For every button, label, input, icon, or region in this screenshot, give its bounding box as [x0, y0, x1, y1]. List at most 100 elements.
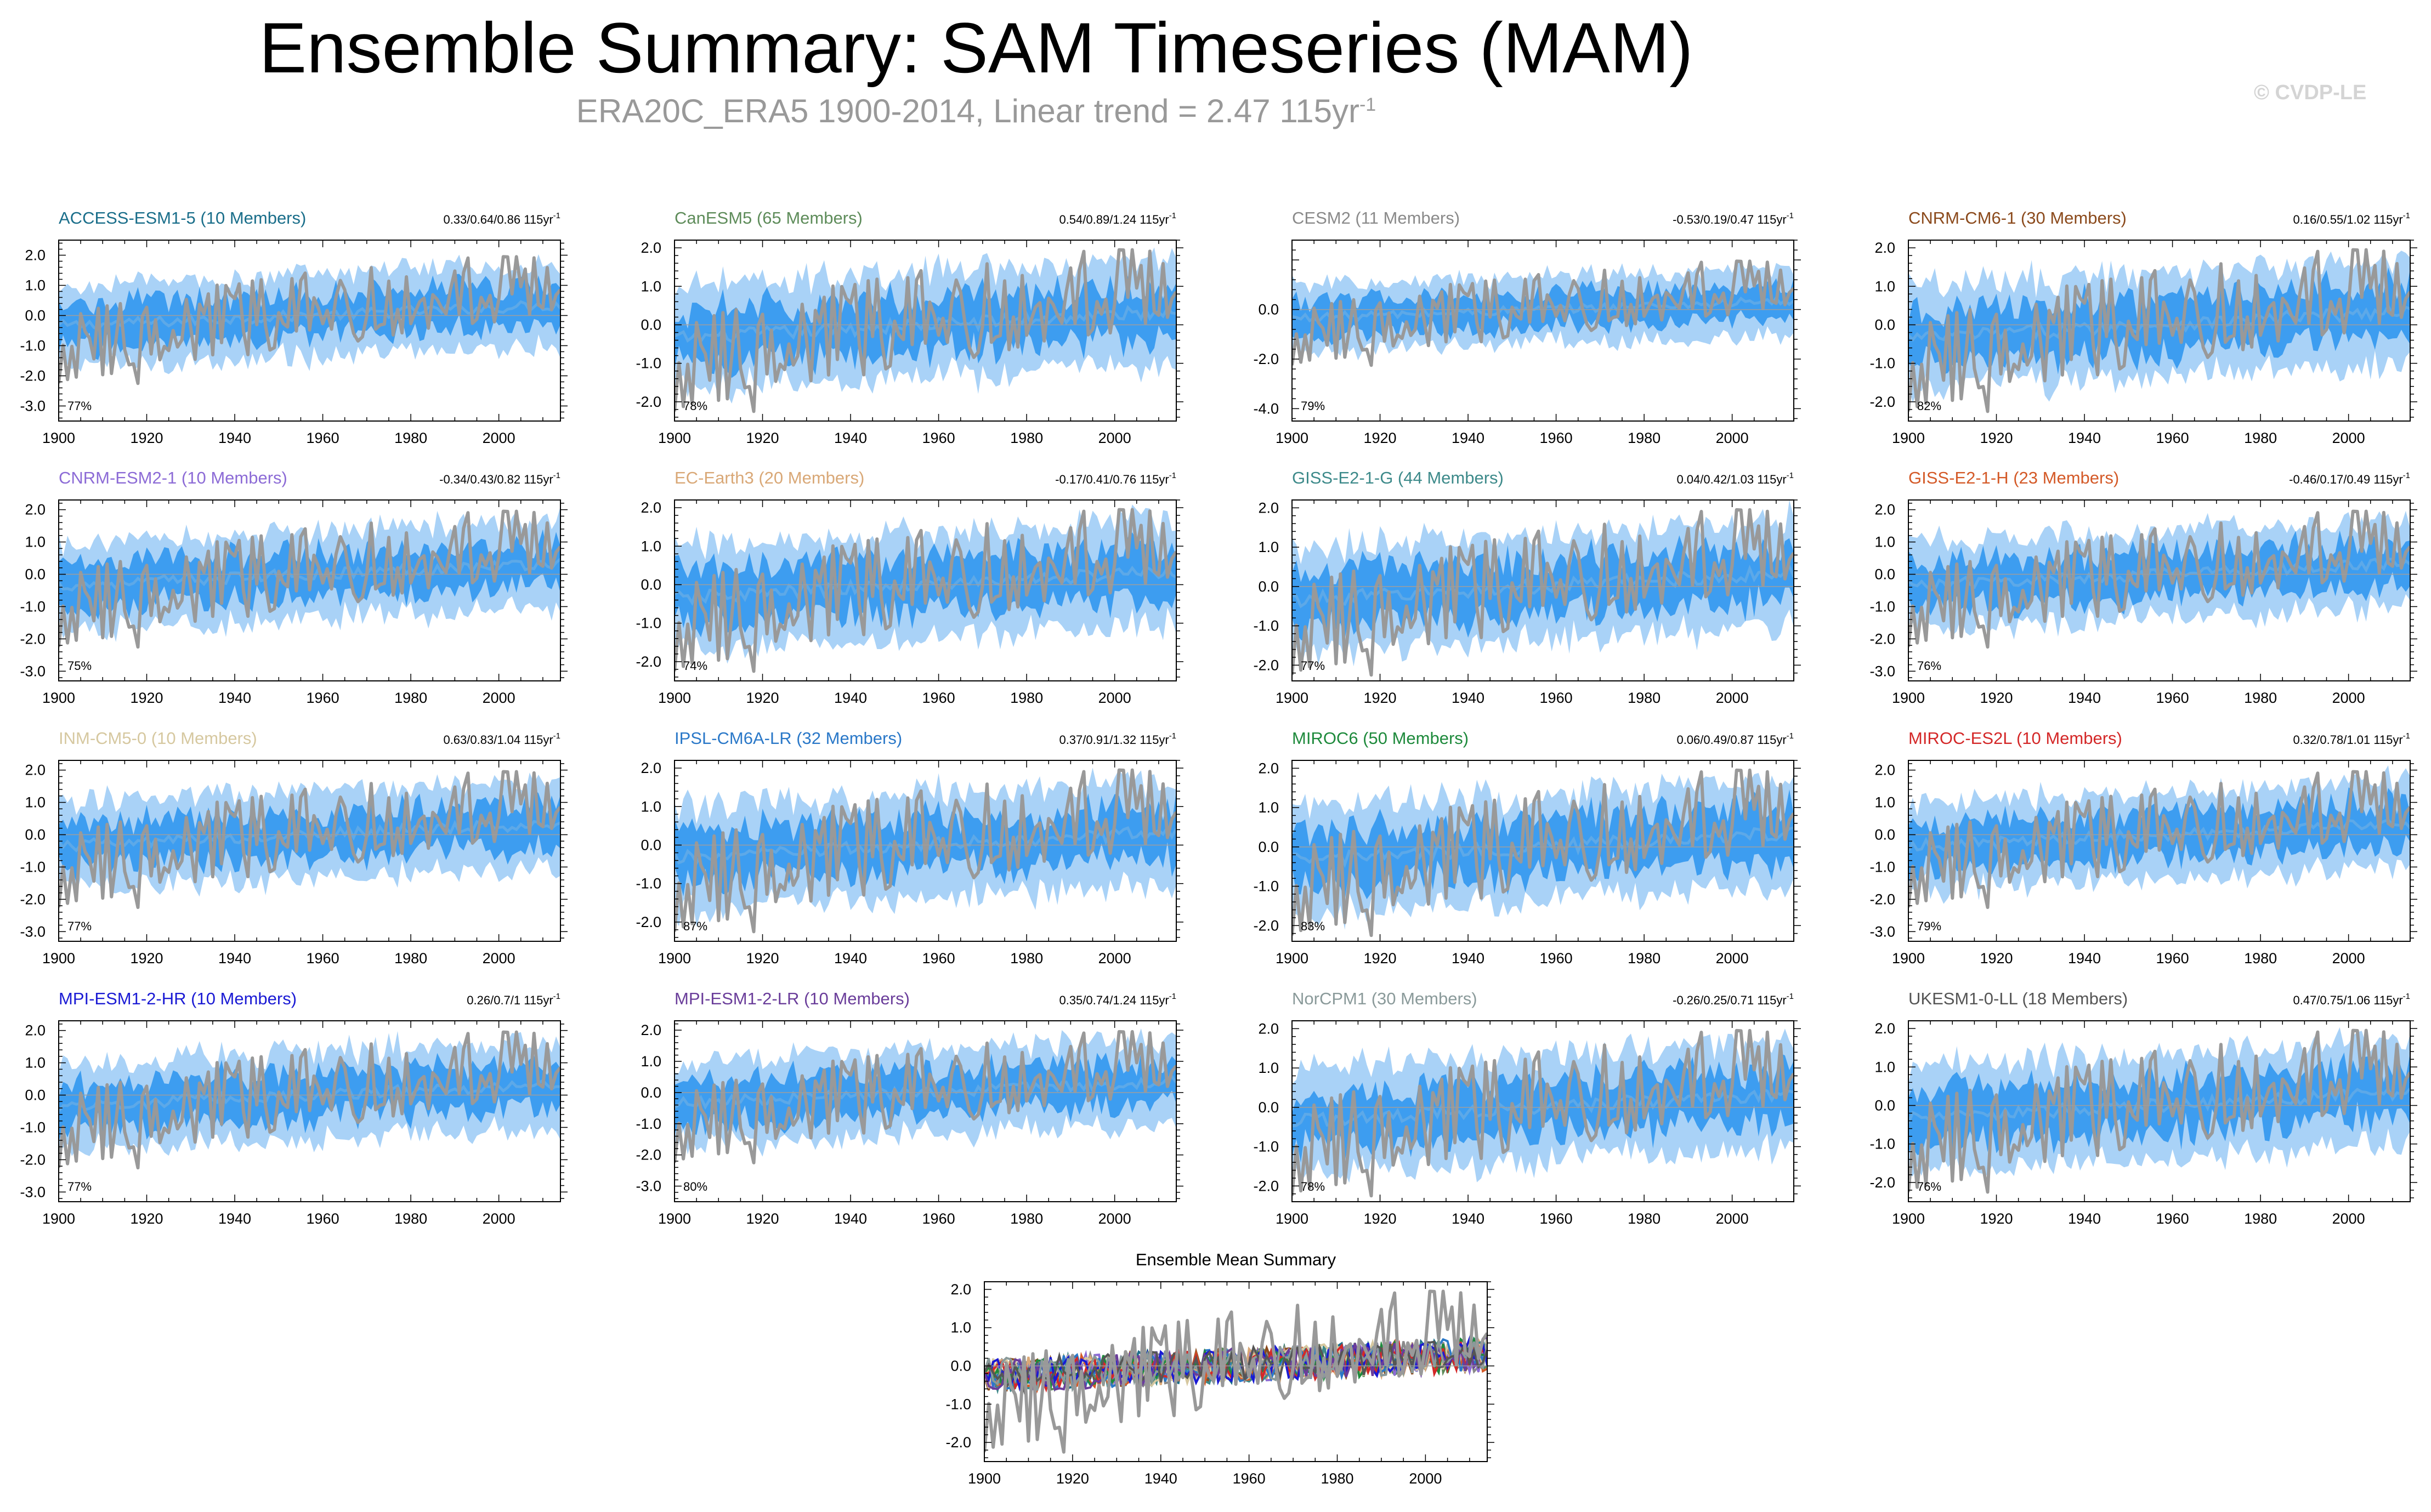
- y-tick-label: 2.0: [641, 1022, 661, 1038]
- x-tick-label: 1940: [834, 690, 867, 706]
- y-tick-label: 1.0: [641, 278, 661, 294]
- x-tick-label: 1940: [218, 690, 251, 706]
- observed-line: [1908, 1028, 2410, 1194]
- y-tick-label: -2.0: [1253, 1178, 1279, 1194]
- observed-line: [984, 1289, 1487, 1454]
- panel-9: 1900 1920 1940 1960 1980 2000 2.0 1.0 0.0 -1.0 -2.…: [636, 729, 1183, 967]
- y-tick-label: -1.0: [20, 338, 46, 354]
- y-tick-label: 1.0: [1258, 799, 1279, 816]
- y-tick-label: -1.0: [636, 615, 661, 632]
- x-tick-label: 1900: [42, 430, 75, 446]
- x-tick-label: 1980: [1628, 430, 1661, 446]
- x-tick-label: 1980: [1010, 430, 1043, 446]
- trend-stats: -0.17/0.41/0.76 115yr-1: [1055, 471, 1176, 486]
- x-tick-label: 1940: [834, 950, 867, 967]
- x-tick-label: 1920: [746, 1210, 779, 1227]
- observed-line: [59, 255, 560, 385]
- y-tick-label: -3.0: [636, 1178, 661, 1195]
- y-tick-label: -4.0: [1253, 400, 1279, 417]
- y-tick-label: -1.0: [636, 876, 661, 892]
- x-tick-label: 1940: [834, 1210, 867, 1227]
- y-tick-label: 1.0: [641, 798, 661, 815]
- trend-stats: 0.26/0.7/1 115yr-1: [467, 992, 560, 1007]
- x-tick-label: 1940: [218, 950, 251, 967]
- x-tick-label: 1940: [218, 1210, 251, 1227]
- observed-line: [1292, 508, 1794, 677]
- observed-line: [675, 248, 1176, 413]
- x-tick-label: 1980: [1010, 1210, 1043, 1227]
- panel-3: 1900 1920 1940 1960 1980 2000 2.0 1.0 0.0 -1.0 -2.…: [1869, 208, 2417, 446]
- observed-line: [675, 508, 1176, 673]
- panel-6: 1900 1920 1940 1960 1980 2000 2.0 1.0 0.0 -1.0 -2.…: [1253, 468, 1801, 706]
- plot-frame: [1291, 760, 1794, 942]
- plot-frame: [674, 760, 1177, 942]
- trend-stats: 0.04/0.42/1.03 115yr-1: [1676, 471, 1794, 486]
- x-tick-label: 2000: [2332, 950, 2365, 967]
- x-tick-label: 1980: [2244, 950, 2277, 967]
- x-tick-label: 1920: [130, 1210, 163, 1227]
- percent-label: 83%: [1301, 919, 1325, 933]
- trend-stats-exponent: -1: [1787, 992, 1794, 1001]
- y-tick-label: 0.0: [1874, 566, 1895, 583]
- y-tick-label: -1.0: [1869, 859, 1895, 875]
- x-tick-label: 1960: [307, 430, 339, 446]
- y-tick-label: 1.0: [641, 1053, 661, 1070]
- trend-stats: 0.47/0.75/1.06 115yr-1: [2293, 992, 2410, 1007]
- plot-frame: [984, 1281, 1488, 1462]
- trend-stats: -0.34/0.43/0.82 115yr-1: [439, 471, 560, 486]
- observed-line: [1908, 248, 2410, 413]
- x-tick-label: 1960: [922, 1210, 955, 1227]
- y-tick-label: -2.0: [20, 891, 46, 907]
- x-tick-label: 1900: [42, 950, 75, 967]
- y-tick-label: 1.0: [1874, 278, 1895, 294]
- y-tick-label: 0.0: [25, 1087, 46, 1104]
- x-tick-label: 1980: [2244, 690, 2277, 706]
- x-tick-label: 1920: [1363, 950, 1396, 967]
- percent-label: 76%: [1917, 659, 1941, 673]
- y-tick-label: 2.0: [1874, 1020, 1895, 1037]
- trend-stats-exponent: -1: [1169, 992, 1176, 1001]
- y-tick-label: -3.0: [20, 398, 46, 414]
- x-tick-label: 1980: [394, 950, 427, 967]
- x-tick-label: 1920: [746, 430, 779, 446]
- panel-title: EC-Earth3 (20 Members): [675, 468, 864, 487]
- plot-area: [59, 1030, 560, 1170]
- x-tick-label: 1960: [1540, 1210, 1573, 1227]
- x-tick-label: 1900: [1276, 430, 1308, 446]
- observed-line: [1292, 259, 1794, 367]
- x-tick-label: 1920: [746, 690, 779, 706]
- y-tick-label: -2.0: [636, 1147, 661, 1163]
- plot-area: [59, 770, 560, 910]
- y-tick-label: 1.0: [641, 538, 661, 554]
- panel-title: GISS-E2-1-G (44 Members): [1292, 468, 1504, 487]
- panel-14: 1900 1920 1940 1960 1980 2000 2.0 1.0 0.0 -1.0 -2.…: [1253, 989, 1801, 1227]
- y-tick-label: 0.0: [1874, 1097, 1895, 1113]
- y-tick-label: 1.0: [1258, 539, 1279, 555]
- trend-stats: 0.63/0.83/1.04 115yr-1: [443, 731, 560, 747]
- x-tick-label: 1900: [1276, 1210, 1308, 1227]
- panel-8: 1900 1920 1940 1960 1980 2000 2.0 1.0 0.0 -1.0 -2.…: [20, 729, 568, 967]
- y-tick-label: -2.0: [20, 368, 46, 384]
- percent-label: 77%: [67, 1180, 92, 1193]
- y-tick-label: 2.0: [25, 762, 46, 778]
- y-tick-label: 2.0: [25, 502, 46, 518]
- subtitle-exponent: -1: [1359, 94, 1376, 115]
- panel-11: 1900 1920 1940 1960 1980 2000 2.0 1.0 0.0 -1.0 -2.…: [1869, 729, 2417, 967]
- panel-5: 1900 1920 1940 1960 1980 2000 2.0 1.0 0.0 -1.0 -2.…: [636, 468, 1183, 706]
- observed-line: [1908, 770, 2410, 910]
- y-tick-label: 0.0: [25, 308, 46, 324]
- trend-stats: 0.35/0.74/1.24 115yr-1: [1059, 992, 1176, 1007]
- y-tick-label: 0.0: [1258, 1099, 1279, 1116]
- observed-line: [675, 768, 1176, 934]
- y-tick-label: -2.0: [1869, 1174, 1895, 1191]
- plot-area: [1292, 1028, 1794, 1198]
- percent-label: 78%: [1301, 1180, 1325, 1193]
- y-tick-label: -2.0: [1869, 891, 1895, 907]
- x-tick-label: 1900: [1276, 950, 1308, 967]
- trend-stats: -0.46/0.17/0.49 115yr-1: [2289, 471, 2410, 486]
- x-tick-label: 1980: [394, 690, 427, 706]
- percent-label: 80%: [683, 1180, 707, 1193]
- x-tick-label: 1900: [42, 1210, 75, 1227]
- x-tick-label: 1960: [922, 430, 955, 446]
- plot-area: [675, 247, 1176, 413]
